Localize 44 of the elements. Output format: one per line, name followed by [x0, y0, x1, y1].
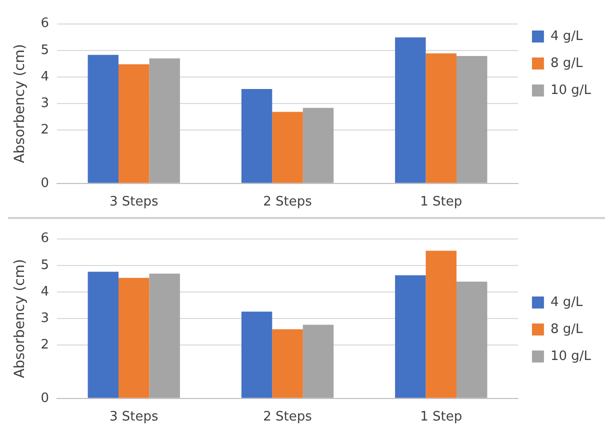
x-tick-label: 3 Steps: [109, 410, 158, 425]
bar: [88, 272, 119, 398]
bar: [272, 112, 303, 183]
y-tick-label: 5: [40, 42, 50, 58]
y-axis-title: Absorbency (cm): [12, 259, 28, 378]
legend-label: 8 g/L: [550, 56, 584, 71]
y-tick-label: 0: [40, 176, 50, 191]
bar: [302, 108, 334, 183]
bar: [88, 54, 119, 183]
bar: [426, 53, 456, 183]
y-axis-title: Absorbency (cm): [12, 44, 28, 164]
legend-label: 10 g/L: [550, 82, 592, 98]
y-tick-label: 4: [40, 284, 50, 300]
legend-label: 8 g/L: [550, 322, 584, 337]
x-tick-label: 1 Step: [420, 194, 462, 210]
x-tick-label: 1 Step: [420, 410, 462, 425]
bar: [149, 58, 180, 183]
y-tick-label: 2: [40, 338, 50, 353]
legend-label: 4 g/L: [550, 28, 584, 44]
bar: [426, 250, 456, 398]
bar: [456, 56, 488, 183]
bar: [241, 88, 272, 183]
y-tick-label: 0: [40, 390, 50, 406]
y-tick-label: 6: [40, 231, 50, 246]
bar: [302, 324, 334, 398]
legend-label: 10 g/L: [550, 348, 592, 364]
x-tick-label: 2 Steps: [263, 194, 312, 210]
y-tick-label: 4: [40, 69, 50, 84]
bar: [118, 278, 150, 398]
y-tick-label: 6: [40, 16, 50, 32]
bar: [395, 275, 426, 398]
legend-label: 4 g/L: [550, 294, 584, 310]
y-tick-label: 5: [40, 258, 50, 273]
bar: [149, 274, 180, 398]
bar: [272, 329, 303, 398]
y-tick-label: 2: [40, 122, 50, 138]
x-tick-label: 2 Steps: [263, 410, 312, 425]
x-tick-label: 3 Steps: [109, 194, 158, 210]
bar: [241, 312, 272, 398]
y-tick-label: 3: [40, 96, 50, 111]
bar: [118, 64, 150, 183]
bar: [395, 37, 426, 183]
y-tick-label: 3: [40, 310, 50, 326]
bar: [456, 282, 488, 398]
